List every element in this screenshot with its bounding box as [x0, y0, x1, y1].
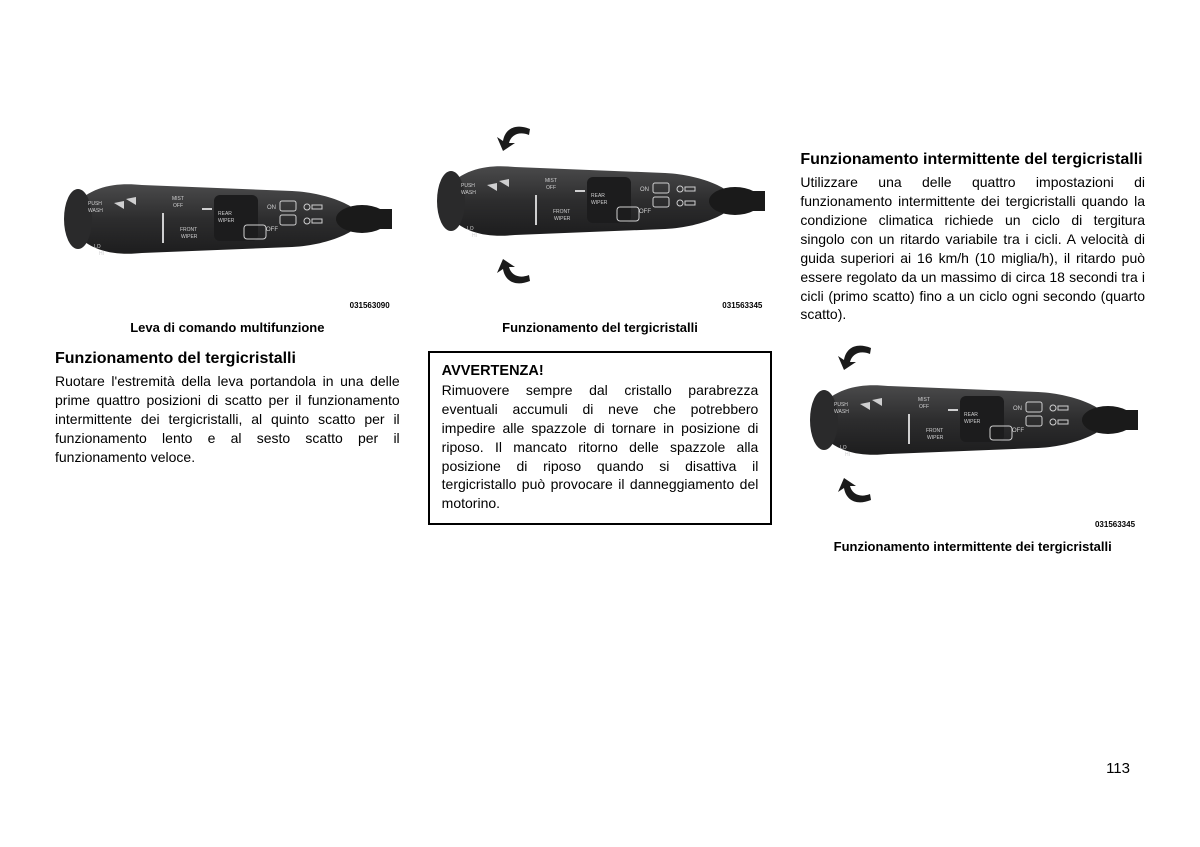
warning-box: AVVERTENZA! Rimuovere sempre dal cristal… [428, 351, 773, 525]
figure-multifunction-lever: PUSH WASH MIST OFF FRONT WIPER REAR WIPE… [55, 150, 400, 295]
svg-text:FRONT: FRONT [926, 428, 943, 434]
svg-text:OFF: OFF [639, 209, 651, 215]
svg-text:HI: HI [472, 233, 477, 239]
svg-text:LO: LO [840, 445, 847, 451]
svg-text:OFF: OFF [546, 185, 556, 191]
svg-text:FRONT: FRONT [553, 209, 570, 215]
svg-text:ON: ON [1013, 406, 1022, 412]
body-wiper-operation: Ruotare l'estremità della leva portandol… [55, 372, 400, 466]
svg-text:PUSH: PUSH [461, 183, 475, 189]
svg-text:OFF: OFF [1012, 428, 1024, 434]
svg-text:WIPER: WIPER [591, 200, 608, 206]
lever-illustration-intermittent: PUSH WASH MIST OFF FRONT WIPER REAR WIPE… [808, 334, 1138, 514]
warning-body: Rimuovere sempre dal cristallo parabrezz… [442, 381, 759, 513]
svg-text:PUSH: PUSH [88, 201, 102, 207]
svg-text:HI: HI [99, 251, 104, 257]
svg-text:PUSH: PUSH [834, 402, 848, 408]
svg-text:WIPER: WIPER [554, 216, 571, 222]
svg-text:WASH: WASH [834, 409, 849, 415]
svg-text:MIST: MIST [545, 178, 557, 184]
svg-text:WIPER: WIPER [964, 419, 981, 425]
svg-text:WASH: WASH [88, 208, 103, 214]
heading-intermittent: Funzionamento intermittente del tergicri… [800, 150, 1145, 169]
svg-text:FRONT: FRONT [180, 227, 197, 233]
column-2: PUSH WASH MIST OFF FRONT WIPER REAR WIPE… [428, 150, 773, 568]
svg-text:MIST: MIST [918, 397, 930, 403]
heading-wiper-operation: Funzionamento del tergicristalli [55, 349, 400, 368]
svg-text:WASH: WASH [461, 190, 476, 196]
svg-text:REAR: REAR [591, 193, 605, 199]
image-code-2: 031563345 [428, 301, 773, 310]
svg-text:LO: LO [467, 226, 474, 232]
caption-2: Funzionamento del tergicristalli [428, 320, 773, 335]
svg-text:OFF: OFF [173, 203, 183, 209]
svg-text:OFF: OFF [266, 227, 278, 233]
warning-title: AVVERTENZA! [442, 363, 759, 379]
page-number: 113 [1106, 760, 1130, 777]
svg-text:WIPER: WIPER [181, 234, 198, 240]
svg-text:ON: ON [640, 187, 649, 193]
svg-text:REAR: REAR [964, 412, 978, 418]
svg-text:ON: ON [267, 205, 276, 211]
column-1: PUSH WASH MIST OFF FRONT WIPER REAR WIPE… [55, 150, 400, 568]
body-intermittent: Utilizzare una delle quattro impostazion… [800, 173, 1145, 324]
caption-1: Leva di comando multifunzione [55, 320, 400, 335]
figure-intermittent: PUSH WASH MIST OFF FRONT WIPER REAR WIPE… [800, 334, 1145, 514]
image-code-1: 031563090 [55, 301, 400, 310]
image-code-3: 031563345 [800, 520, 1145, 529]
svg-text:LO: LO [94, 244, 101, 250]
svg-text:HI: HI [845, 452, 850, 458]
svg-text:REAR: REAR [218, 211, 232, 217]
svg-text:MIST: MIST [172, 196, 184, 202]
lever-illustration-arrows: PUSH WASH MIST OFF FRONT WIPER REAR WIPE… [435, 115, 765, 295]
svg-text:OFF: OFF [919, 404, 929, 410]
svg-text:WIPER: WIPER [927, 435, 944, 441]
figure-wiper-operation: PUSH WASH MIST OFF FRONT WIPER REAR WIPE… [428, 115, 773, 295]
svg-text:WIPER: WIPER [218, 218, 235, 224]
caption-3: Funzionamento intermittente dei tergicri… [800, 539, 1145, 554]
column-3: Funzionamento intermittente del tergicri… [800, 150, 1145, 568]
lever-illustration: PUSH WASH MIST OFF FRONT WIPER REAR WIPE… [62, 163, 392, 283]
